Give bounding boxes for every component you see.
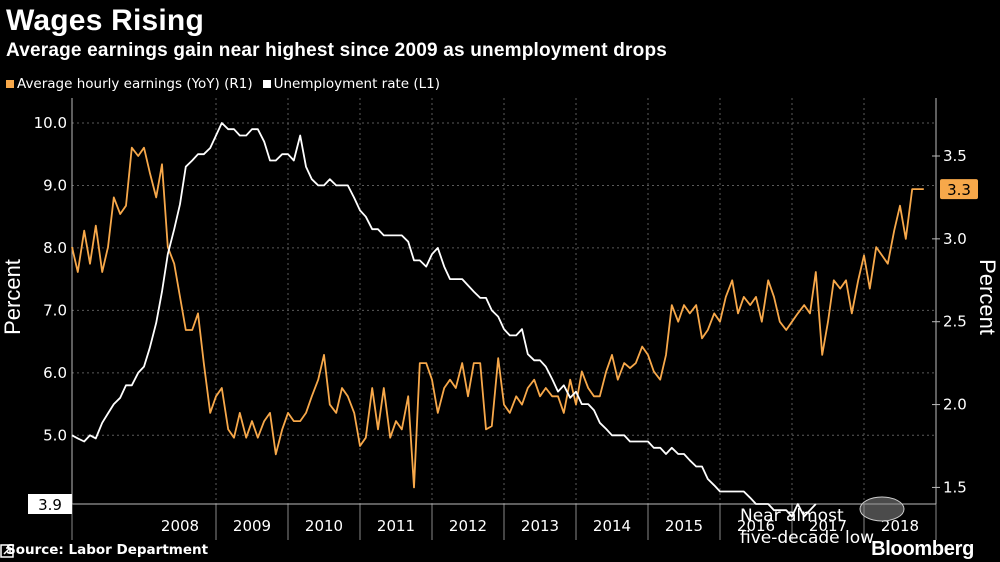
annotation-text-line1: Near almost — [740, 506, 844, 526]
x-tick-label: 2013 — [521, 517, 559, 535]
y-left-tick-label: 9.0 — [43, 176, 67, 194]
x-tick-label: 2012 — [449, 517, 487, 535]
y-left-tick-labels: 5.0 6.0 7.0 8.0 9.0 10.0 — [34, 114, 67, 444]
value-label-unemployment: 3.9 — [38, 496, 62, 514]
x-tick-label: 2010 — [305, 517, 343, 535]
y-right-tick-label: 2.0 — [943, 396, 967, 414]
chart-title: Wages Rising — [6, 4, 204, 37]
legend-swatch-earnings — [6, 80, 14, 88]
x-tick-label: 2009 — [233, 517, 271, 535]
y-left-tick-label: 8.0 — [43, 239, 67, 257]
y-left-tick-label: 6.0 — [43, 364, 67, 382]
legend-item-unemployment: Unemployment rate (L1) — [262, 76, 441, 92]
x-tick-label: 2015 — [665, 517, 703, 535]
value-label-unemployment-bg — [28, 494, 72, 514]
x-tick-labels: 2008 2009 2010 2011 2012 2013 2014 2015 2016 2017… — [161, 517, 919, 535]
y-right-tick-labels: 1.5 2.0 2.5 3.0 3.5 — [943, 147, 967, 496]
vertical-gridlines — [215, 98, 937, 504]
value-label-earnings: 3.3 — [947, 181, 971, 199]
brand-logo: Bloomberg — [871, 538, 974, 560]
x-tick-label: 2017 — [809, 517, 847, 535]
y-left-tick-label: 7.0 — [43, 301, 67, 319]
y-right-axis-label: Percent — [975, 259, 1000, 335]
y-left-tick-label: 10.0 — [34, 114, 67, 132]
y-right-tick-label: 3.0 — [943, 230, 967, 248]
annotation-text-line2: five-decade low — [740, 528, 874, 548]
y-right-tick-label: 3.5 — [943, 147, 967, 165]
x-tick-label: 2018 — [881, 517, 919, 535]
y-left-axis-label: Percent — [0, 259, 25, 335]
annotation-ellipse — [859, 496, 905, 522]
y-right-tick-label: 1.5 — [943, 478, 967, 496]
legend-item-earnings: Average hourly earnings (YoY) (R1) — [6, 76, 253, 92]
legend-label-earnings: Average hourly earnings (YoY) (R1) — [17, 76, 253, 92]
chart-subtitle: Average earnings gain near highest since… — [6, 40, 668, 61]
y-left-tick-label: 5.0 — [43, 426, 67, 444]
value-label-earnings-bg — [940, 179, 978, 200]
horizontal-gridlines — [72, 122, 936, 436]
x-tick-label: 2016 — [737, 517, 775, 535]
bloomberg-mark-icon — [0, 544, 14, 558]
legend-swatch-unemployment — [262, 80, 271, 88]
x-tick-label: 2014 — [593, 517, 631, 535]
value-labels-layer: 3.3 3.9 — [28, 179, 978, 514]
x-tick-label: 2008 — [161, 517, 199, 535]
axes — [71, 98, 940, 540]
y-right-tick-label: 2.5 — [943, 313, 967, 331]
x-tick-label: 2011 — [377, 517, 415, 535]
series-line-earnings — [71, 146, 924, 489]
series-layer — [71, 122, 924, 518]
series-line-unemployment — [71, 122, 817, 518]
chart-legend: Average hourly earnings (YoY) (R1) Unemp… — [6, 76, 450, 92]
source-note: Source: Labor Department — [6, 542, 209, 558]
legend-label-unemployment: Unemployment rate (L1) — [273, 76, 441, 92]
